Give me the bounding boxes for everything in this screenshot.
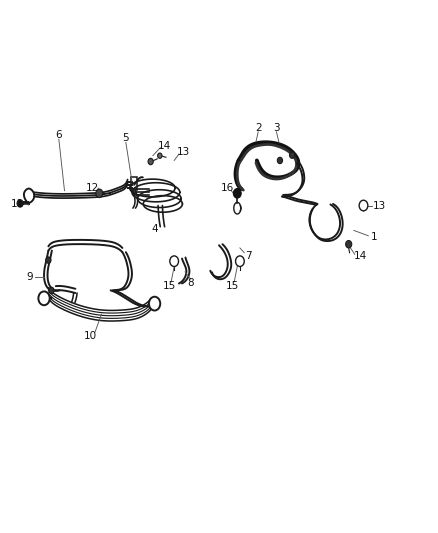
Text: 11: 11 bbox=[11, 199, 25, 209]
Text: 6: 6 bbox=[56, 130, 62, 140]
Text: 8: 8 bbox=[187, 278, 194, 288]
Text: 9: 9 bbox=[26, 272, 33, 282]
Circle shape bbox=[96, 189, 103, 198]
Circle shape bbox=[49, 287, 54, 294]
Circle shape bbox=[233, 189, 241, 198]
Text: 7: 7 bbox=[245, 251, 251, 261]
Text: 3: 3 bbox=[273, 123, 280, 133]
Text: 15: 15 bbox=[162, 281, 176, 291]
Circle shape bbox=[148, 158, 153, 165]
Text: 1: 1 bbox=[371, 232, 377, 243]
Text: 14: 14 bbox=[354, 251, 367, 261]
Text: 5: 5 bbox=[123, 133, 129, 143]
Text: 10: 10 bbox=[84, 332, 97, 342]
Text: 13: 13 bbox=[177, 147, 190, 157]
Circle shape bbox=[158, 153, 162, 158]
Circle shape bbox=[170, 256, 179, 266]
Text: 16: 16 bbox=[221, 183, 234, 193]
Text: 13: 13 bbox=[373, 201, 386, 211]
Circle shape bbox=[236, 256, 244, 266]
Circle shape bbox=[46, 257, 51, 263]
Text: 12: 12 bbox=[86, 183, 99, 193]
Text: 14: 14 bbox=[158, 141, 171, 151]
Circle shape bbox=[277, 157, 283, 164]
Circle shape bbox=[359, 200, 368, 211]
Text: 15: 15 bbox=[226, 281, 239, 291]
Circle shape bbox=[346, 240, 352, 248]
Text: 2: 2 bbox=[255, 123, 261, 133]
Circle shape bbox=[39, 292, 49, 305]
Text: 4: 4 bbox=[151, 224, 158, 235]
Circle shape bbox=[17, 200, 23, 207]
Circle shape bbox=[290, 152, 295, 158]
Circle shape bbox=[149, 297, 160, 311]
